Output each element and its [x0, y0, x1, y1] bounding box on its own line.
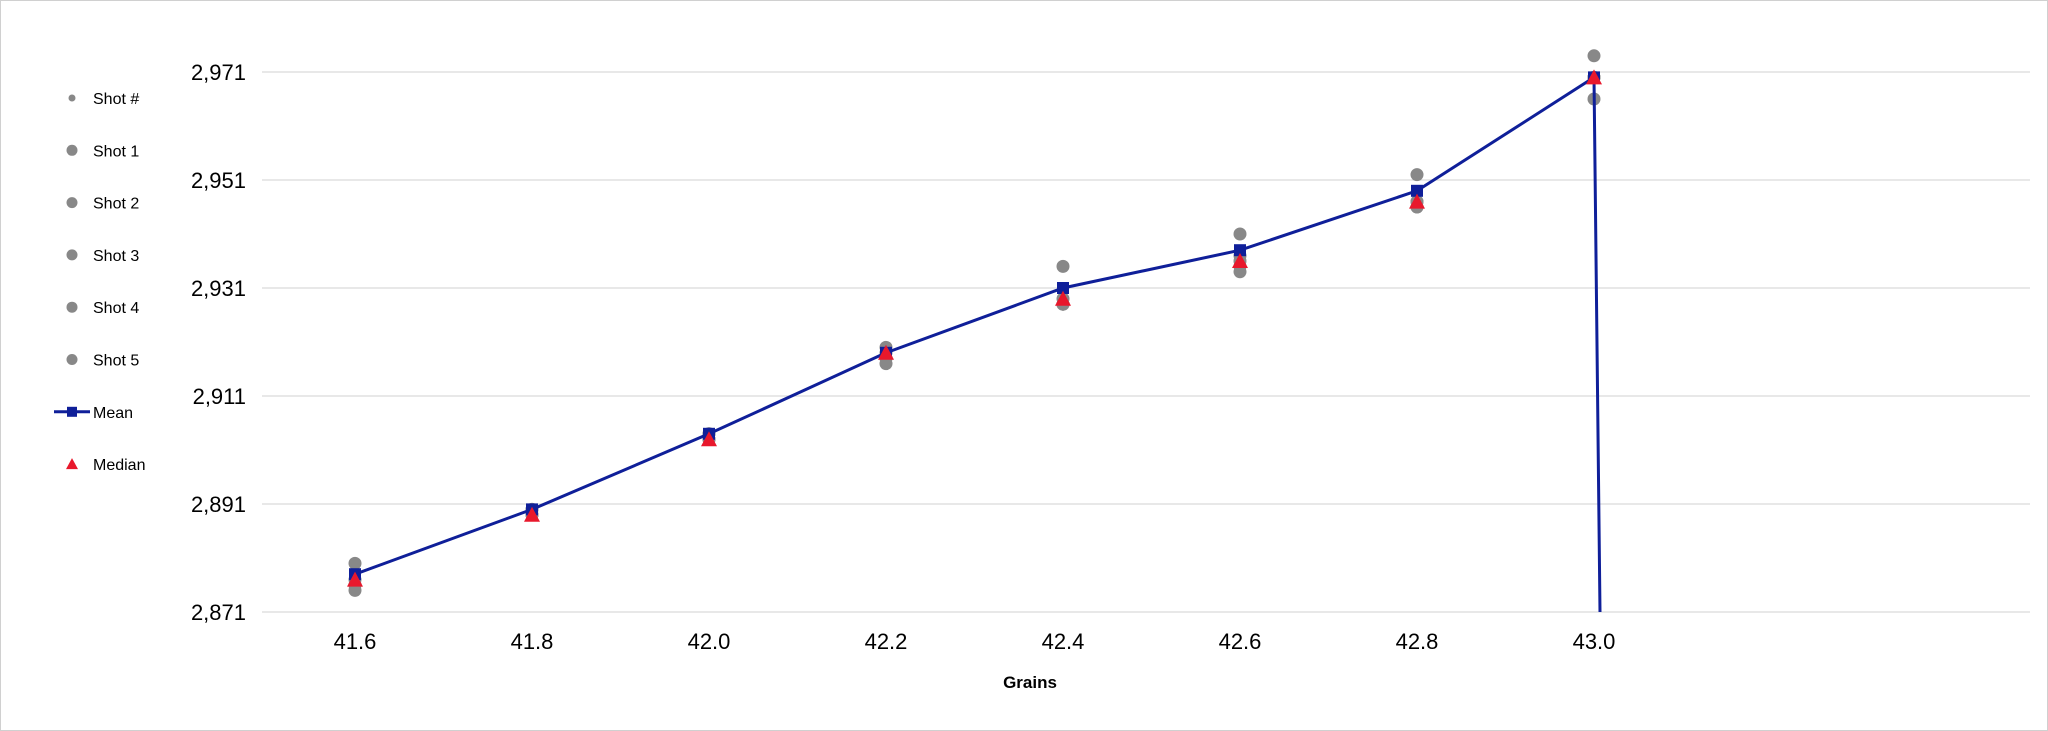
shot-point: [348, 556, 362, 570]
legend-marker: [68, 94, 76, 102]
legend-label: Shot 5: [93, 353, 139, 370]
x-tick-label: 42.0: [688, 629, 731, 654]
legend-marker: [66, 144, 78, 156]
legend-label: Median: [93, 457, 145, 474]
median-point: [347, 571, 363, 587]
legend-label: Shot 4: [93, 300, 139, 317]
legend-label: Mean: [93, 405, 133, 422]
mean-point: [1057, 282, 1069, 294]
shot-point: [879, 357, 893, 371]
legend-label: Shot #: [93, 91, 139, 108]
legend-marker: [66, 458, 78, 470]
x-tick-label: 42.2: [865, 629, 908, 654]
legend-entry: Shot 4: [66, 300, 139, 317]
x-tick-label: 43.0: [1573, 629, 1616, 654]
mean-point: [1234, 244, 1246, 257]
y-tick-label: 2,971: [191, 60, 246, 85]
legend-entry: Median: [66, 457, 145, 474]
median-point: [1232, 253, 1248, 268]
shot-point: [1410, 168, 1424, 182]
legend-label: Shot 2: [93, 196, 139, 213]
legend: Shot # Shot 1 Shot 2 Shot 3 Shot 4 Shot 5 Mean…: [54, 91, 145, 474]
shot-point: [1233, 227, 1247, 241]
y-tick-label: 2,891: [191, 492, 246, 517]
shot-point: [1233, 265, 1247, 279]
x-tick-label: 42.4: [1042, 629, 1085, 654]
median-point: [524, 506, 540, 522]
legend-entry: Shot 2: [66, 196, 139, 213]
plot-series: [347, 49, 1602, 613]
x-axis-ticks: 41.6 41.8 42.0 42.2 42.4 42.6 42.8 43.0: [334, 629, 1616, 654]
mean-point: [1411, 184, 1423, 197]
x-tick-label: 41.8: [511, 629, 554, 654]
legend-marker: [66, 354, 78, 365]
median-point: [1055, 290, 1071, 306]
x-tick-label: 41.6: [334, 629, 377, 654]
legend-marker: [67, 406, 77, 417]
gridlines: [262, 71, 2030, 613]
median-point: [1586, 69, 1602, 85]
legend-entry: Shot #: [68, 91, 139, 108]
x-tick-label: 42.8: [1396, 629, 1439, 654]
legend-label: Shot 1: [93, 143, 139, 160]
y-tick-label: 2,931: [191, 276, 246, 301]
shot-point: [1587, 49, 1601, 63]
median-point: [701, 431, 717, 447]
x-tick-label: 42.6: [1219, 629, 1262, 654]
legend-marker: [66, 301, 78, 313]
legend-label: Shot 3: [93, 248, 139, 265]
median-point: [878, 344, 894, 360]
shot-point: [1056, 259, 1070, 273]
y-tick-label: 2,911: [193, 384, 246, 409]
legend-entry: Mean: [54, 405, 133, 422]
y-tick-label: 2,951: [191, 168, 246, 193]
legend-marker: [66, 249, 78, 261]
legend-entry: Shot 1: [66, 143, 139, 160]
x-axis-title: Grains: [1003, 673, 1057, 692]
median-point: [1409, 193, 1425, 209]
legend-entry: Shot 3: [66, 248, 139, 265]
y-tick-label: 2,871: [191, 600, 246, 625]
legend-marker: [66, 197, 78, 209]
legend-entry: Shot 5: [66, 353, 139, 370]
y-axis-ticks: 2,971 2,951 2,931 2,911 2,891 2,871: [191, 60, 246, 625]
